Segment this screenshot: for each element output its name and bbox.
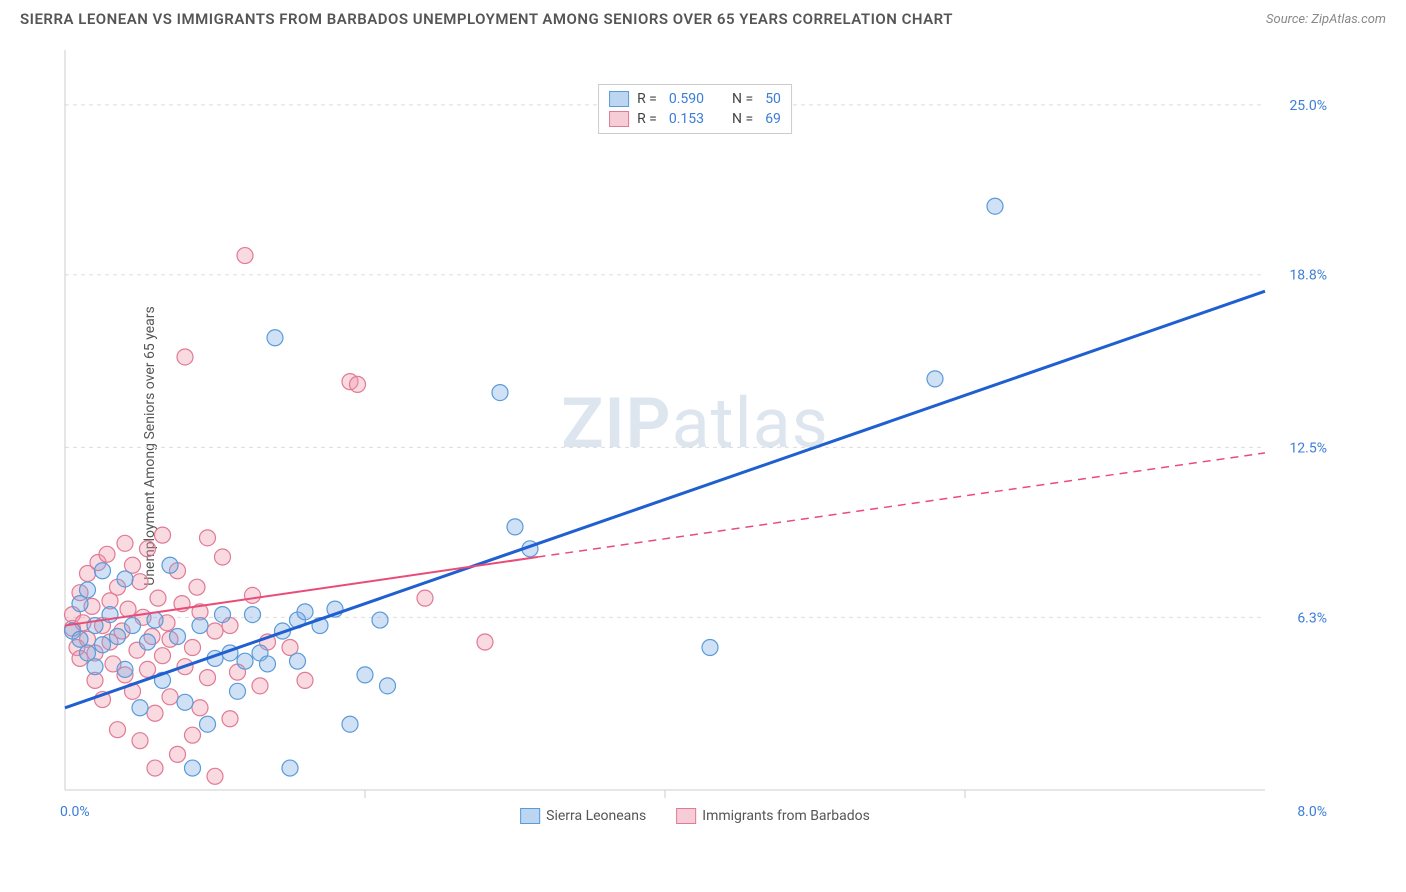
series-legend: Sierra Leoneans Immigrants from Barbados [520, 808, 870, 824]
source-attribution: Source: ZipAtlas.com [1266, 12, 1386, 27]
legend-item-series-1: Sierra Leoneans [520, 808, 646, 824]
legend-item-series-2: Immigrants from Barbados [676, 808, 870, 824]
svg-text:25.0%: 25.0% [1289, 98, 1327, 114]
plot-area: 6.3%12.5%18.8%25.0% ZIPatlas R = 0.590 N… [55, 40, 1335, 840]
svg-text:6.3%: 6.3% [1297, 610, 1327, 626]
chart-header: SIERRA LEONEAN VS IMMIGRANTS FROM BARBAD… [20, 10, 1386, 28]
chart-title: SIERRA LEONEAN VS IMMIGRANTS FROM BARBAD… [20, 10, 953, 28]
legend-swatch-pink [676, 808, 696, 824]
legend-swatch-pink [609, 111, 629, 127]
svg-text:12.5%: 12.5% [1289, 440, 1327, 456]
x-axis-max-label: 8.0% [1297, 804, 1327, 820]
correlation-legend: R = 0.590 N = 50 R = 0.153 N = 69 [598, 84, 792, 134]
legend-swatch-blue [520, 808, 540, 824]
legend-row-series-1: R = 0.590 N = 50 [609, 89, 781, 109]
legend-swatch-blue [609, 91, 629, 107]
scatter-chart: 6.3% 12.5% 18.8% 25.0% [55, 40, 1335, 840]
svg-text:18.8%: 18.8% [1289, 268, 1327, 284]
legend-row-series-2: R = 0.153 N = 69 [609, 109, 781, 129]
x-axis-origin-label: 0.0% [60, 804, 90, 820]
